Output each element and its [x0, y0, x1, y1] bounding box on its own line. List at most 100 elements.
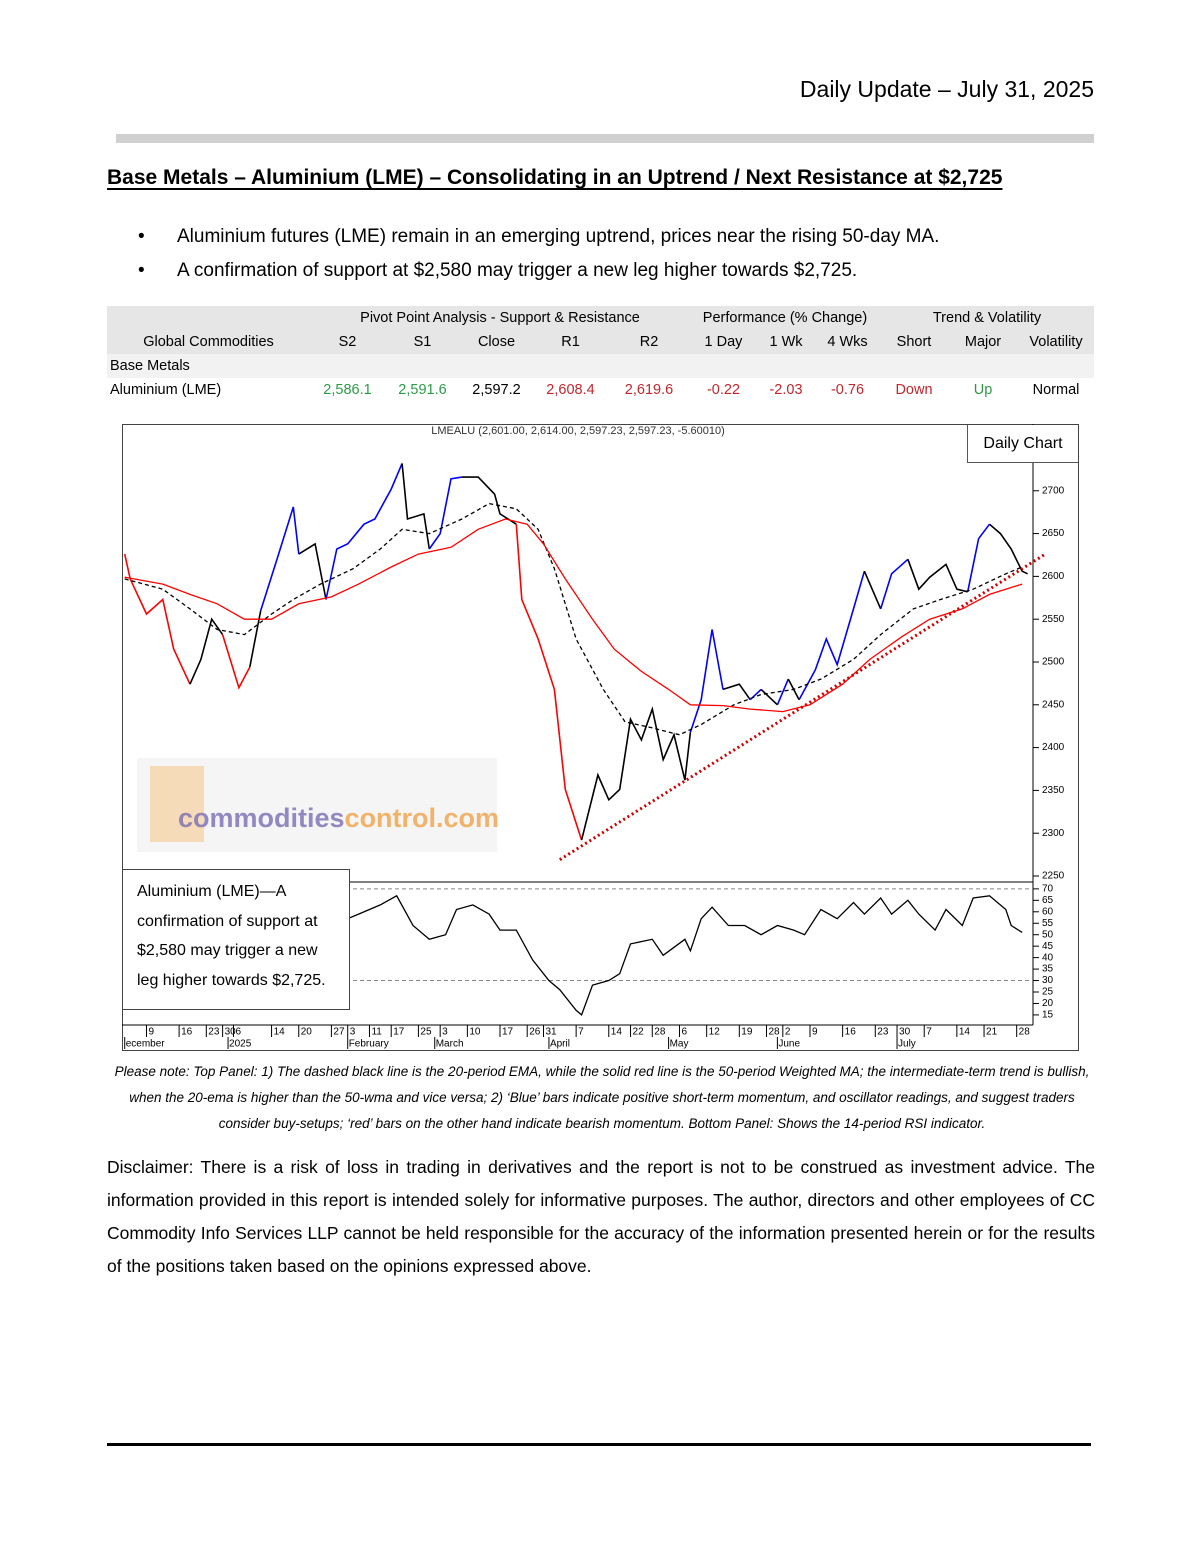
cell: 2,591.6	[398, 382, 447, 398]
price-line	[259, 506, 300, 611]
x-tick-label: 21	[986, 1027, 998, 1038]
cell: -0.22	[706, 382, 741, 398]
y-tick-label: 65	[1042, 895, 1054, 906]
y-tick-label: 30	[1042, 975, 1054, 986]
price-line	[461, 476, 517, 525]
y-tick-label: 55	[1042, 918, 1054, 929]
x-tick-label: 23	[877, 1027, 889, 1038]
x-tick-label: 11	[371, 1027, 382, 1038]
cell: Normal	[1032, 382, 1080, 398]
y-tick-label: 2300	[1042, 828, 1065, 839]
x-tick-label: 17	[502, 1027, 514, 1038]
month-label: April	[550, 1039, 570, 1050]
bullet: Aluminium futures (LME) remain in an eme…	[138, 222, 939, 256]
y-tick-label: 2350	[1042, 785, 1065, 796]
x-tick-label: 23	[208, 1027, 220, 1038]
price-line	[879, 558, 909, 610]
watermark: commoditiescontrol.com	[178, 803, 499, 833]
cell: Down	[895, 382, 933, 398]
y-tick-label: 20	[1042, 998, 1054, 1009]
y-tick-label: 40	[1042, 952, 1054, 963]
y-tick-label: 45	[1042, 941, 1054, 952]
price-line	[249, 610, 262, 668]
column-header: Close	[460, 330, 533, 354]
trendline	[559, 553, 1045, 861]
column-header: 4 Wks	[815, 330, 880, 354]
y-tick-label: 50	[1042, 929, 1054, 940]
column-header: Global Commodities	[107, 330, 310, 354]
price-line	[966, 523, 991, 592]
group-header: Pivot Point Analysis - Support & Resista…	[310, 306, 690, 330]
x-tick-label: 9	[812, 1027, 818, 1038]
section-row: Base Metals	[107, 354, 1094, 378]
x-tick-label: 14	[611, 1027, 623, 1038]
column-header: Volatility	[1018, 330, 1094, 354]
x-tick-label: 6	[681, 1027, 687, 1038]
watermark-part: control.com	[345, 803, 500, 833]
x-tick-label: 3	[350, 1027, 356, 1038]
price-line	[907, 559, 968, 593]
column-header: Major	[948, 330, 1018, 354]
x-tick-label: 28	[1019, 1027, 1031, 1038]
month-label: June	[778, 1039, 800, 1050]
series-line	[124, 518, 1023, 713]
price-line	[298, 542, 327, 600]
watermark-part: commodities	[178, 803, 345, 833]
x-tick-label: 28	[768, 1027, 780, 1038]
column-header: R1	[533, 330, 608, 354]
x-tick-label: 27	[333, 1027, 345, 1038]
price-line	[776, 678, 790, 706]
table-corner	[107, 306, 310, 330]
price-line	[760, 688, 778, 706]
column-header: 1 Day	[690, 330, 757, 354]
y-tick-label: 35	[1042, 964, 1054, 975]
price-line	[798, 570, 866, 701]
chart-note: Please note: Top Panel: 1) The dashed bl…	[114, 1064, 1090, 1131]
cell: 2,597.2	[472, 382, 521, 398]
price-line	[863, 570, 882, 610]
x-tick-label: 6	[235, 1027, 241, 1038]
summary-table: Pivot Point Analysis - Support & Resista…	[107, 306, 1094, 402]
column-header: 1 Wk	[757, 330, 815, 354]
price-line	[189, 617, 224, 685]
price-line	[325, 463, 403, 600]
chart-annotation: Aluminium (LME)—A confirmation of suppor…	[122, 869, 350, 1010]
cell: -2.03	[769, 382, 803, 398]
watermark-logo	[150, 766, 204, 842]
y-tick-label: 25	[1042, 987, 1054, 998]
ema-line	[124, 502, 1023, 736]
y-tick-label: 2400	[1042, 742, 1065, 753]
disclaimer: Disclaimer: There is a risk of loss in t…	[107, 1157, 1095, 1276]
cell: 2,608.4	[546, 382, 595, 398]
y-tick-label: 2500	[1042, 657, 1065, 668]
x-tick-label: 30	[225, 1027, 237, 1038]
x-tick-label: 3	[442, 1027, 448, 1038]
x-tick-label: 30	[899, 1027, 911, 1038]
column-header: S1	[385, 330, 460, 354]
x-tick-label: 28	[654, 1027, 666, 1038]
x-tick-label: 7	[926, 1027, 932, 1038]
x-tick-label: 14	[959, 1027, 971, 1038]
x-tick-label: 17	[393, 1027, 405, 1038]
price-line	[221, 634, 251, 690]
x-tick-label: 16	[845, 1027, 857, 1038]
y-tick-label: 2650	[1042, 528, 1065, 539]
chart-title: LMEALU (2,601.00, 2,614.00, 2,597.23, 2,…	[431, 425, 725, 437]
month-label: February	[349, 1039, 389, 1050]
y-tick-label: 70	[1042, 884, 1054, 895]
cell: 2,619.6	[624, 382, 674, 398]
cell: Up	[973, 382, 993, 398]
month-label: 2025	[229, 1039, 252, 1050]
price-line	[722, 683, 751, 701]
y-tick-label: 2600	[1042, 571, 1065, 582]
y-tick-label: 2450	[1042, 699, 1065, 710]
month-label: ecember	[126, 1039, 166, 1050]
bullet-list: Aluminium futures (LME) remain in an eme…	[138, 222, 939, 290]
column-header: R2	[608, 330, 690, 354]
cell: -0.76	[830, 382, 865, 398]
x-tick-label: 12	[709, 1027, 721, 1038]
group-header: Trend & Volatility	[880, 306, 1094, 330]
column-header: Short	[880, 330, 948, 354]
price-line	[428, 476, 463, 550]
